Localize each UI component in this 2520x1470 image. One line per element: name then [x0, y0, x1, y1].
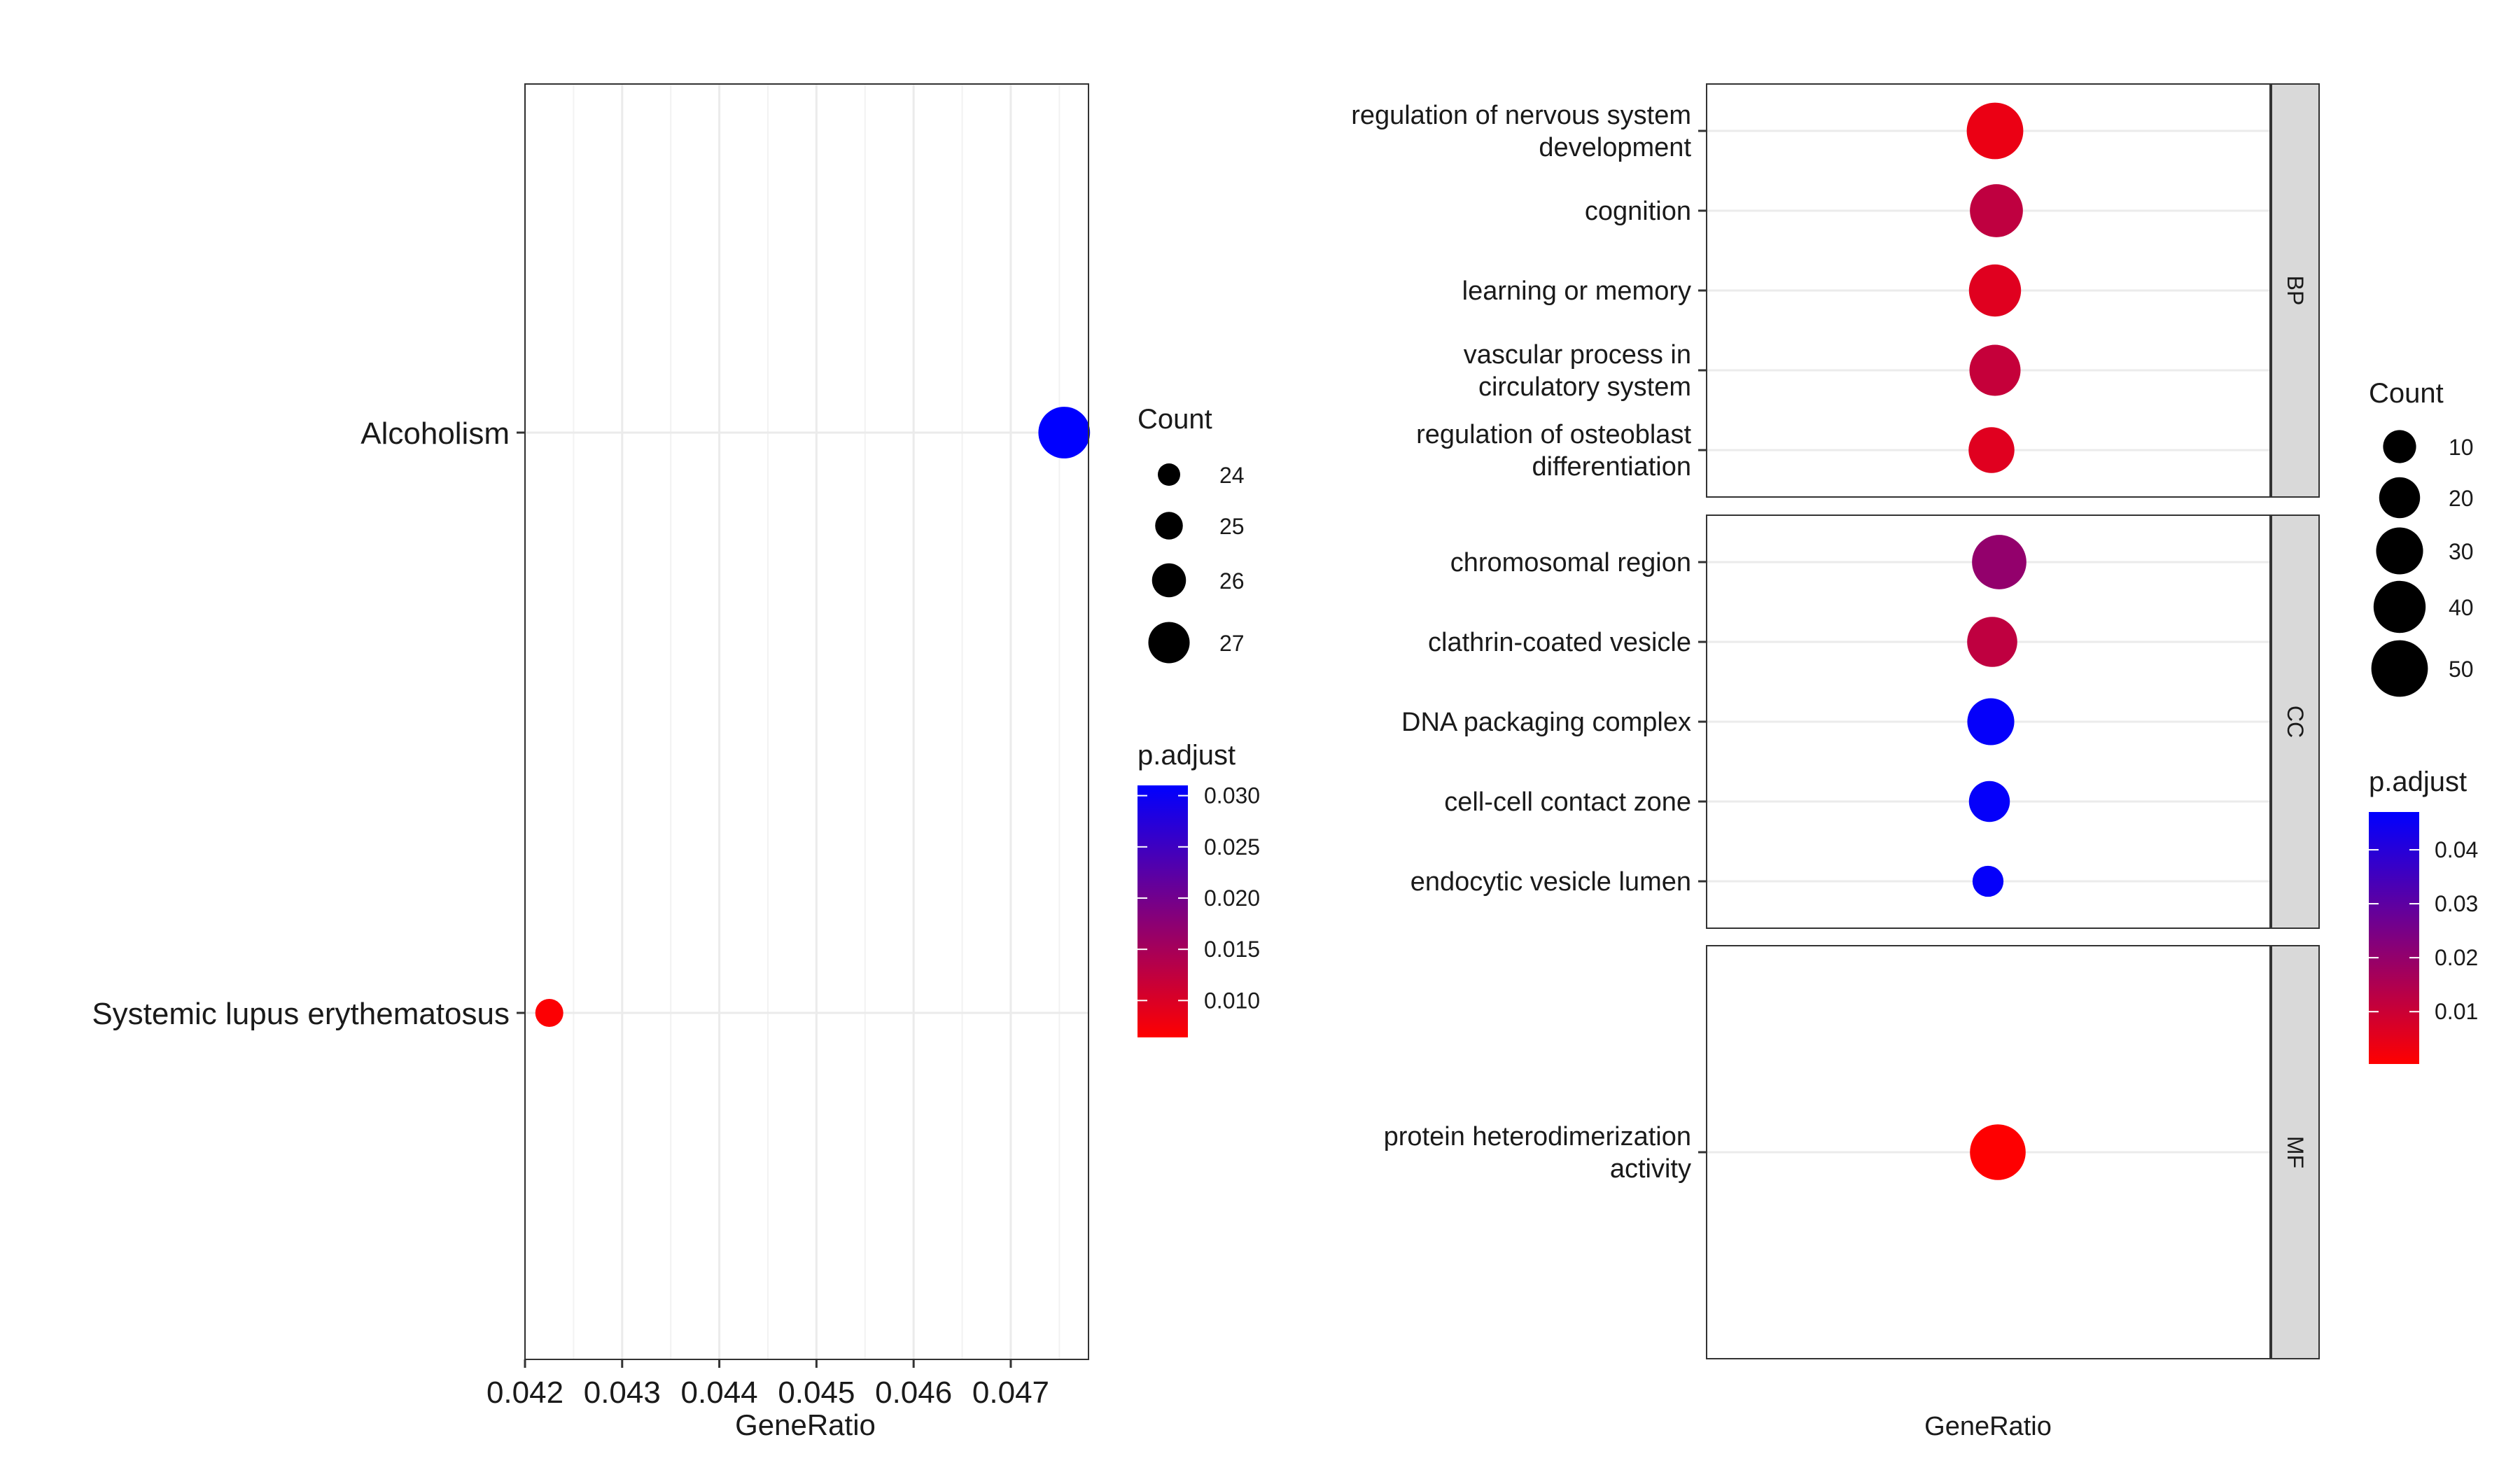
x-tick-label: 0.044 [681, 1376, 758, 1410]
size-legend-label: 30 [2449, 539, 2474, 564]
y-category-label: Alcoholism [360, 416, 510, 451]
y-category-label: chromosomal region [1450, 548, 1691, 578]
data-point [1972, 535, 2026, 589]
y-category-label: endocytic vesicle lumen [1410, 867, 1691, 897]
size-legend-label: 20 [2449, 486, 2474, 511]
size-legend-key [1155, 512, 1183, 540]
size-legend-key [2371, 640, 2428, 697]
size-legend-key [2383, 430, 2416, 463]
x-tick-label: 0.045 [778, 1376, 855, 1410]
color-legend-title: p.adjust [2369, 766, 2467, 797]
data-point [1969, 344, 2021, 396]
size-legend-label: 26 [1219, 568, 1245, 594]
y-category-label: cognition [1585, 197, 1691, 226]
colorbar-label: 0.015 [1204, 937, 1260, 962]
x-axis-title: GeneRatio [735, 1408, 876, 1441]
colorbar-label: 0.025 [1204, 834, 1260, 860]
y-category-label: DNA packaging complex [1401, 708, 1691, 737]
y-category-label: development [1539, 133, 1691, 162]
size-legend-key [1152, 563, 1186, 598]
y-category-label: Systemic lupus erythematosus [92, 997, 510, 1031]
size-legend-key [2379, 477, 2421, 519]
colorbar [2369, 812, 2419, 1064]
y-category-label: regulation of osteoblast [1416, 420, 1691, 449]
colorbar-label: 0.04 [2435, 837, 2478, 862]
size-legend-key [1158, 463, 1180, 486]
colorbar-label: 0.01 [2435, 999, 2478, 1024]
x-tick-label: 0.046 [875, 1376, 952, 1410]
facet-strip-label: MF [2283, 1136, 2308, 1168]
x-tick-label: 0.043 [584, 1376, 661, 1410]
size-legend-label: 25 [1219, 514, 1245, 539]
data-point [1970, 1124, 2026, 1180]
panel-border [524, 83, 1089, 1360]
size-legend-label: 24 [1219, 463, 1245, 488]
kegg-dotplot-panel: Alcoholism Systemic lupus erythematosus 0.… [92, 83, 1260, 1441]
data-point [1967, 698, 2015, 746]
y-category-label: vascular process in [1464, 340, 1691, 370]
colorbar-label: 0.010 [1204, 988, 1260, 1013]
x-axis-title: GeneRatio [1924, 1412, 2052, 1441]
size-legend-title: Count [2369, 378, 2444, 409]
data-point [1968, 427, 2015, 473]
size-legend-key [2373, 580, 2426, 634]
size-legend-key [2376, 527, 2423, 575]
y-category-label: activity [1610, 1154, 1691, 1184]
facet-strip [2271, 514, 2320, 929]
y-category-label: circulatory system [1478, 372, 1691, 402]
size-legend-key [1148, 622, 1190, 664]
data-point [1967, 617, 2017, 667]
colorbar-label: 0.020 [1204, 886, 1260, 911]
size-legend-label: 27 [1219, 631, 1245, 656]
data-point [1968, 264, 2022, 317]
data-point [1968, 780, 2010, 822]
size-legend-label: 40 [2449, 595, 2474, 620]
y-category-label: clathrin-coated vesicle [1428, 628, 1691, 657]
data-point [1966, 102, 2024, 160]
colorbar [1138, 785, 1188, 1037]
size-legend-label: 10 [2449, 435, 2474, 460]
y-category-label: learning or memory [1462, 276, 1691, 306]
data-point [1970, 184, 2023, 237]
colorbar-label: 0.02 [2435, 945, 2478, 970]
data-point [1972, 865, 2004, 897]
data-point [1038, 407, 1091, 458]
color-legend-title: p.adjust [1138, 740, 1236, 771]
facet-strip [2271, 83, 2320, 498]
size-legend-label: 50 [2449, 657, 2474, 682]
colorbar-label: 0.030 [1204, 783, 1260, 808]
colorbar-label: 0.03 [2435, 891, 2478, 916]
x-tick-label: 0.042 [486, 1376, 564, 1410]
size-legend-title: Count [1138, 404, 1212, 435]
y-category-label: cell-cell contact zone [1444, 788, 1691, 817]
facet-strip [2271, 945, 2320, 1359]
go-dotplot-panel: BP regulation of nervous system developmen… [1351, 83, 2478, 1441]
x-tick-label: 0.047 [972, 1376, 1049, 1410]
facet-strip-label: CC [2283, 706, 2308, 738]
data-point [535, 999, 564, 1027]
y-category-label: regulation of nervous system [1351, 101, 1691, 130]
y-category-label: differentiation [1532, 452, 1691, 482]
y-category-label: protein heterodimerization [1384, 1122, 1691, 1152]
facet-strip-label: BP [2283, 276, 2308, 306]
